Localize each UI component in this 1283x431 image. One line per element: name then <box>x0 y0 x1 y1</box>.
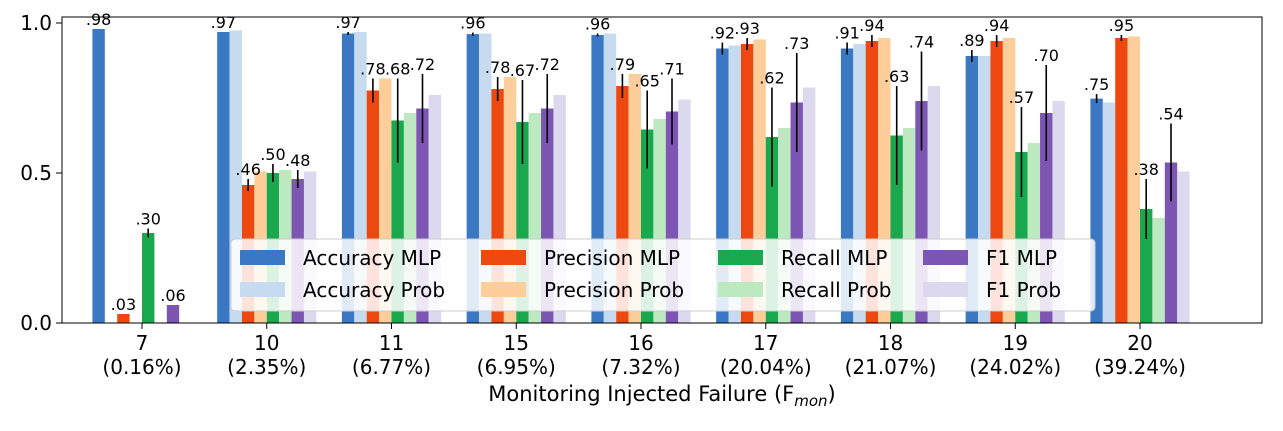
x-tick-label: 7 <box>136 331 149 355</box>
x-axis-title: Monitoring Injected Failure (Fmon) <box>488 382 835 410</box>
bar <box>166 305 180 323</box>
bar-value-label: .54 <box>1158 105 1183 124</box>
bar-value-label: .78 <box>360 60 385 79</box>
x-tick-label: 11 <box>379 331 404 355</box>
y-tick-label: 1.0 <box>20 11 52 35</box>
bar-value-label: .74 <box>909 33 934 52</box>
x-tick-sublabel: (21.07%) <box>845 355 937 379</box>
x-tick-sublabel: (2.35%) <box>227 355 306 379</box>
legend: Accuracy MLP Accuracy Prob Precision MLP Pr… <box>230 238 1096 312</box>
error-bars-layer <box>147 32 1172 239</box>
legend-box <box>230 238 1096 312</box>
legend-label: F1 MLP <box>986 246 1057 270</box>
bar-value-label: .98 <box>86 10 111 29</box>
bar-value-label: .97 <box>335 13 360 32</box>
bar-value-label: .70 <box>1034 46 1059 65</box>
legend-swatch <box>718 250 763 265</box>
y-tick-label: 0.5 <box>20 161 52 185</box>
bar-value-label: .68 <box>385 60 410 79</box>
bar <box>1177 171 1190 323</box>
bar <box>1127 36 1140 323</box>
x-tick-sublabel: (39.24%) <box>1094 355 1186 379</box>
x-axis: 7(0.16%) 10(2.35%) 11(6.77%) 15(6.95%) 16(7.… <box>102 323 1186 379</box>
legend-swatch <box>240 282 285 297</box>
bar-value-label: .96 <box>460 14 485 33</box>
legend-swatch <box>481 250 526 265</box>
bar-value-label: .65 <box>634 72 659 91</box>
legend-swatch <box>923 282 968 297</box>
bar <box>1102 102 1116 323</box>
bar <box>217 32 230 323</box>
x-tick-sublabel: (6.77%) <box>352 355 431 379</box>
legend-label: F1 Prob <box>986 278 1061 302</box>
x-tick-label: 18 <box>878 331 903 355</box>
bar <box>1164 162 1178 323</box>
bar <box>1115 38 1128 323</box>
legend-label: Recall MLP <box>781 246 887 270</box>
bar-value-label: .96 <box>585 15 610 34</box>
bar-value-label: .95 <box>1109 16 1134 35</box>
bar <box>117 314 130 323</box>
legend-swatch <box>240 250 285 265</box>
bar-value-label: .46 <box>235 160 260 179</box>
bar <box>92 29 105 323</box>
bar <box>1140 209 1153 323</box>
bar-value-label: .93 <box>734 19 759 38</box>
bar-value-label: .67 <box>510 61 535 80</box>
x-tick-label: 19 <box>1003 331 1028 355</box>
bar-value-label: .57 <box>1009 88 1034 107</box>
x-tick-label: 17 <box>753 331 778 355</box>
bar <box>1152 218 1165 323</box>
x-tick-sublabel: (7.32%) <box>601 355 680 379</box>
bar-value-label: .06 <box>160 286 185 305</box>
bar-value-label: .92 <box>710 24 735 43</box>
bar-value-label: .38 <box>1133 160 1158 179</box>
bar-value-label: .94 <box>984 16 1009 35</box>
bar-value-label: .75 <box>1084 75 1109 94</box>
bar-value-label: .78 <box>485 58 510 77</box>
y-axis: 0.0 0.5 1.0 <box>20 11 62 335</box>
bar-value-label: .73 <box>784 34 809 53</box>
y-tick-label: 0.0 <box>20 311 52 335</box>
x-tick-label: 10 <box>254 331 279 355</box>
bar-value-label: .63 <box>884 67 909 86</box>
bar-value-label: .03 <box>111 295 136 314</box>
legend-label: Accuracy MLP <box>303 246 441 270</box>
plot-frame <box>61 16 1263 324</box>
x-tick-label: 15 <box>504 331 529 355</box>
bar-value-label: .71 <box>659 60 684 79</box>
bar-labels-layer: .98 .97 .97 .96 .96 .92 .91 .89 .75 .03 .46 .78 .78.… <box>86 10 1184 314</box>
bar-value-label: .97 <box>211 13 236 32</box>
bar-value-label: .48 <box>285 151 310 170</box>
legend-label: Precision Prob <box>544 278 684 302</box>
legend-swatch <box>481 282 526 297</box>
bar-value-label: .72 <box>535 55 560 74</box>
bar-value-label: .91 <box>834 24 859 43</box>
bar-value-label: .94 <box>859 16 884 35</box>
x-tick-label: 16 <box>628 331 653 355</box>
bar-value-label: .62 <box>759 69 784 88</box>
legend-label: Accuracy Prob <box>303 278 445 302</box>
bar-value-label: .79 <box>610 55 635 74</box>
bar-value-label: .72 <box>410 55 435 74</box>
bar <box>142 233 155 323</box>
bar-value-label: .30 <box>135 210 160 229</box>
x-tick-sublabel: (20.04%) <box>720 355 812 379</box>
x-tick-sublabel: (0.16%) <box>102 355 181 379</box>
x-tick-label: 20 <box>1127 331 1152 355</box>
x-tick-sublabel: (6.95%) <box>477 355 556 379</box>
legend-swatch <box>923 250 968 265</box>
bar-value-label: .50 <box>260 145 285 164</box>
legend-swatch <box>718 282 763 297</box>
legend-label: Recall Prob <box>781 278 891 302</box>
legend-label: Precision MLP <box>544 246 680 270</box>
bar-value-label: .89 <box>959 31 984 50</box>
x-tick-sublabel: (24.02%) <box>969 355 1061 379</box>
